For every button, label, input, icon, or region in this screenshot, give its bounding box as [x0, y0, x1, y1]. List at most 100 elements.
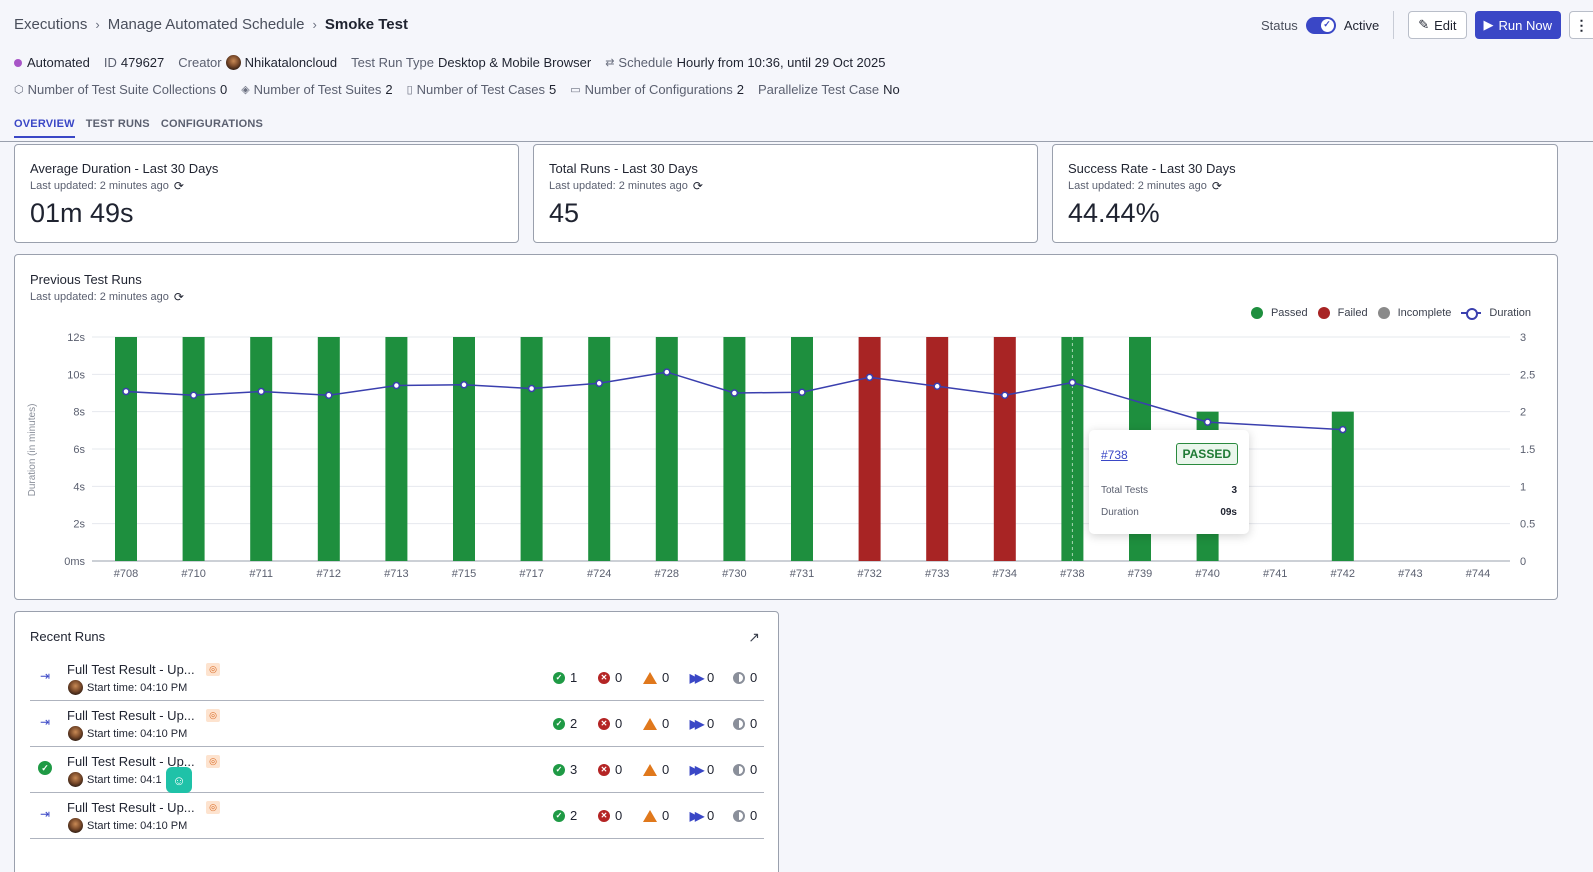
run-start-time: Start time: 04:10 PM	[68, 726, 187, 741]
refresh-icon[interactable]: ⟳	[1211, 179, 1222, 193]
duration-point	[865, 373, 874, 382]
stat-value: 44.44%	[1068, 198, 1160, 228]
x-tick-label: #724	[587, 568, 611, 580]
failed-count: ✕ 0	[598, 716, 643, 731]
check-circle-icon: ✓	[553, 809, 565, 822]
legend-passed[interactable]: Passed	[1250, 307, 1308, 319]
failed-count: ✕ 0	[598, 762, 643, 777]
pencil-icon: ✎	[1418, 17, 1430, 32]
run-name[interactable]: Full Test Result - Up...	[67, 662, 195, 677]
count-value: 0	[615, 670, 623, 685]
camera-tag-icon: ◎	[206, 801, 220, 814]
chart-title: Previous Test Runs	[30, 272, 142, 287]
duration-point	[933, 382, 941, 391]
tab-overview[interactable]: OVERVIEW	[14, 118, 75, 138]
status-toggle[interactable]: ✓	[1305, 16, 1336, 34]
divider	[1393, 11, 1395, 39]
duration-point	[595, 379, 603, 388]
stat-value: 45	[549, 198, 580, 228]
run-row[interactable]: ⇥ Full Test Result - Up... ◎ Start time: 04…	[30, 793, 764, 839]
status-value: Active	[1343, 17, 1380, 33]
suites-label: Number of Test Suites	[253, 82, 382, 97]
cases-value: 5	[549, 82, 557, 97]
cases-label: Number of Test Cases	[416, 82, 545, 97]
more-options-button[interactable]: ⋮	[1569, 11, 1593, 39]
x-tick-label: #741	[1263, 568, 1287, 580]
refresh-icon[interactable]: ⟳	[173, 290, 184, 304]
run-row[interactable]: ⇥ Full Test Result - Up... ◎ Start time: 04…	[30, 655, 764, 701]
collections-value: 0	[219, 82, 228, 97]
meta-row-2: ⬡ Number of Test Suite Collections 0 ◈ N…	[14, 82, 914, 97]
warning-icon	[643, 809, 657, 822]
legend-duration[interactable]: Duration	[1461, 307, 1531, 320]
duration-point	[1001, 391, 1009, 399]
configs-value: 2	[736, 82, 745, 97]
meta-row-1: Automated ID 479627 Creator Nhikataloncl…	[14, 55, 899, 70]
breadcrumb-executions[interactable]: Executions	[14, 16, 88, 33]
x-tick-label: #742	[1331, 568, 1355, 580]
x-tick-label: #734	[993, 568, 1017, 580]
document-icon: ⇥	[39, 807, 51, 821]
refresh-icon[interactable]: ⟳	[692, 179, 703, 193]
run-name[interactable]: Full Test Result - Up...	[67, 754, 195, 769]
skipped-count: ▶▶ 0	[688, 762, 733, 777]
external-link-icon[interactable]: ↗	[748, 629, 760, 645]
breadcrumb-manage-schedule[interactable]: Manage Automated Schedule	[107, 16, 305, 33]
suites-count: ◈ Number of Test Suites 2	[241, 82, 392, 97]
y-left-tick-label: 6s	[73, 444, 85, 456]
count-value: 0	[707, 808, 715, 823]
chart-legend: Passed Failed Incomplete Duration	[1250, 307, 1531, 320]
file-icon: ▯	[406, 84, 413, 96]
run-now-button[interactable]: ▶ Run Now	[1474, 11, 1561, 39]
previous-test-runs-chart: 0ms 2s 4s 6s 8s 10s 12s 0 0.5 1 1.5 2 2.5 3 Duration (…	[27, 332, 1535, 580]
count-value: 0	[750, 762, 758, 777]
avatar	[225, 55, 241, 70]
recent-runs-card: Recent Runs ↗ ⇥ Full Test Result - Up... ◎…	[14, 611, 779, 872]
run-row[interactable]: ⇥ Full Test Result - Up... ◎ Start time: 04…	[30, 701, 764, 747]
bar-passed	[1061, 337, 1084, 561]
edit-button-label: Edit	[1434, 17, 1457, 33]
run-name[interactable]: Full Test Result - Up...	[67, 800, 195, 815]
suite-collections-count: ⬡ Number of Test Suite Collections 0	[14, 82, 227, 97]
support-chat-icon[interactable]: ☺	[166, 767, 192, 793]
y-right-tick-label: 2.5	[1520, 369, 1535, 381]
tab-test-runs[interactable]: TEST RUNS	[85, 118, 150, 130]
edit-button[interactable]: ✎ Edit	[1408, 11, 1467, 39]
legend-label: Passed	[1270, 307, 1308, 319]
play-circle-icon: ▶	[1483, 17, 1494, 32]
refresh-icon[interactable]: ⟳	[173, 179, 184, 193]
legend-swatch	[1250, 307, 1263, 319]
duration-point	[122, 387, 130, 396]
stat-title: Total Runs - Last 30 Days	[549, 161, 698, 176]
tooltip-run-link[interactable]: #738	[1101, 448, 1128, 462]
warning-icon	[643, 671, 657, 684]
x-tick-label: #713	[384, 568, 408, 580]
count-value: 0	[662, 762, 670, 777]
legend-failed[interactable]: Failed	[1317, 307, 1368, 319]
x-tick-label: #738	[1060, 568, 1084, 580]
x-tick-label: #712	[317, 568, 341, 580]
stat-title: Success Rate - Last 30 Days	[1068, 161, 1236, 176]
creator-label: Creator	[178, 55, 222, 70]
bar-failed	[993, 337, 1016, 561]
y-right-tick-label: 2	[1520, 407, 1526, 419]
chevron-right-icon: ›	[95, 17, 100, 32]
x-circle-icon: ✕	[598, 763, 610, 776]
warning-icon	[643, 763, 657, 776]
y-left-tick-label: 12s	[67, 332, 85, 344]
id-label: ID	[103, 55, 117, 70]
count-value: 0	[707, 762, 715, 777]
count-value: 0	[707, 670, 715, 685]
passed-count: ✓ 3	[553, 762, 598, 777]
legend-incomplete[interactable]: Incomplete	[1377, 307, 1451, 319]
count-value: 0	[615, 762, 623, 777]
run-row[interactable]: ✓ Full Test Result - Up... ◎ Start time: 04…	[30, 747, 764, 793]
document-icon: ⇥	[39, 669, 51, 683]
x-circle-icon: ✕	[598, 671, 610, 684]
run-name[interactable]: Full Test Result - Up...	[67, 708, 195, 723]
bar-passed	[791, 337, 813, 561]
tab-configurations[interactable]: CONFIGURATIONS	[160, 118, 264, 130]
cube-icon: ⬡	[14, 84, 24, 96]
automated-dot-icon	[14, 58, 22, 67]
x-tick-label: #732	[857, 568, 881, 580]
